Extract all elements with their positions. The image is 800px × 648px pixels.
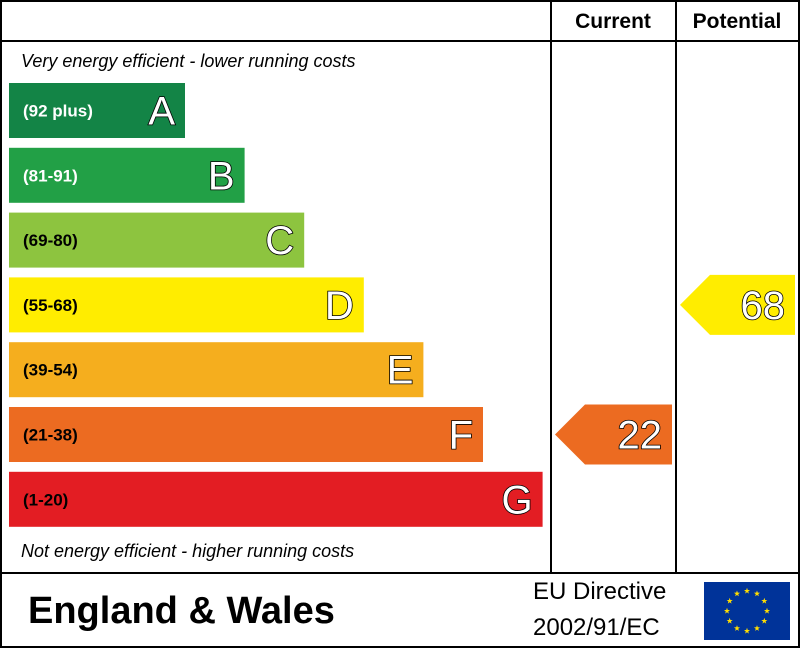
star-icon [723, 607, 731, 614]
header-potential: Potential [693, 10, 782, 33]
band-letter-label: E [387, 349, 414, 393]
band-letter-label: G [501, 478, 532, 522]
band-g: (1-20) G [9, 471, 543, 527]
band-bar-a [9, 83, 185, 138]
band-f: (21-38) F [9, 407, 483, 462]
band-letter-label: C [265, 219, 294, 263]
star-icon [753, 590, 761, 597]
band-range-label: (92 plus) [23, 102, 93, 121]
band-b: (81-91) B [9, 147, 245, 203]
band-range-label: (39-54) [23, 361, 78, 380]
band-letter-label: D [325, 284, 354, 328]
star-icon [726, 597, 733, 604]
star-icon [761, 597, 768, 604]
band-letter-label: F [449, 414, 473, 458]
band-range-label: (81-91) [23, 166, 78, 185]
band-range-label: (55-68) [23, 296, 78, 315]
star-icon [743, 587, 751, 594]
top-note: Very energy efficient - lower running co… [21, 51, 356, 71]
potential-arrow-shape [680, 274, 795, 335]
bottom-note: Not energy efficient - higher running co… [21, 541, 354, 561]
band-a: (92 plus) A [9, 83, 185, 138]
band-e: (39-54) E [9, 342, 424, 398]
band-bar-d [9, 277, 364, 333]
band-bar-b [9, 147, 245, 203]
potential-rating-arrow: 68 [680, 274, 795, 335]
band-bar-f [9, 407, 483, 462]
star-icon [753, 625, 761, 631]
potential-rating-value: 68 [741, 284, 786, 328]
band-bar-g [9, 471, 543, 527]
star-icon [733, 590, 741, 597]
current-rating-value: 22 [618, 414, 663, 458]
band-letter-label: B [208, 154, 235, 198]
band-bar-e [9, 342, 424, 398]
band-range-label: (1-20) [23, 490, 68, 509]
band-range-label: (69-80) [23, 231, 78, 250]
star-icon [726, 617, 733, 624]
band-range-label: (21-38) [23, 426, 78, 445]
directive-line-2: 2002/91/EC [533, 614, 660, 641]
rating-bands: (92 plus) A (81-91) B (69-80) C (55-68) D (39-54… [9, 83, 543, 527]
star-icon [761, 617, 768, 624]
band-c: (69-80) C [9, 212, 305, 268]
current-arrow-shape [555, 404, 672, 465]
band-d: (55-68) D [9, 277, 364, 333]
star-icon [733, 625, 741, 631]
current-rating-arrow: 22 [555, 404, 672, 465]
directive-line-1: EU Directive [533, 578, 666, 605]
band-bar-c [9, 212, 305, 268]
rating-arrows: 22 68 [555, 274, 795, 465]
region-label: England & Wales [28, 590, 335, 632]
star-icon [763, 607, 771, 614]
eu-flag-icon [704, 582, 790, 640]
header-current: Current [575, 10, 651, 33]
band-letter-label: A [148, 90, 175, 134]
star-icon [743, 627, 751, 634]
